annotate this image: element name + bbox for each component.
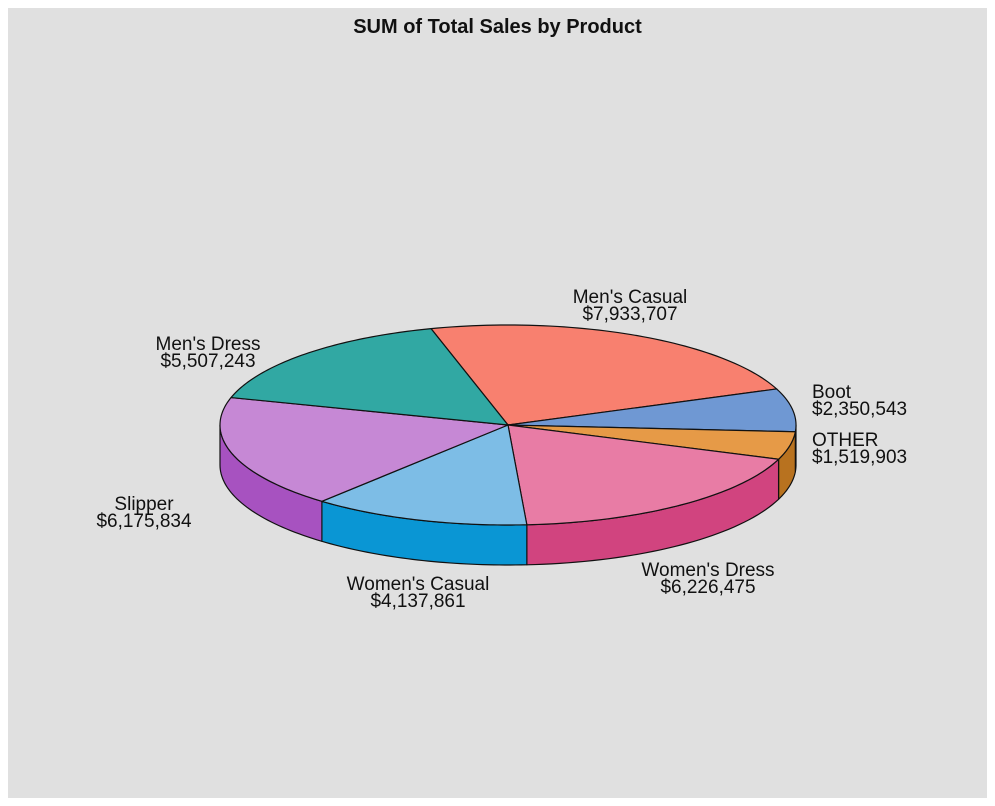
slice-label-women-s-dress: Women's Dress — [641, 560, 774, 581]
slice-label-men-s-casual: Men's Casual — [573, 287, 688, 308]
slice-value-slipper: $6,175,834 — [96, 511, 192, 532]
slice-value-other: $1,519,903 — [812, 447, 907, 468]
slice-label-women-s-casual: Women's Casual — [347, 574, 490, 595]
slice-label-other: OTHER — [812, 430, 879, 451]
slice-value-men-s-casual: $7,933,707 — [582, 304, 677, 325]
chart-title: SUM of Total Sales by Product — [353, 16, 642, 38]
pie-slice-women-s-casual — [321, 424, 528, 526]
pie-slice-women-s-dress — [507, 424, 780, 526]
pie-top-layer — [219, 324, 797, 526]
slice-value-women-s-dress: $6,226,475 — [660, 577, 755, 598]
pie-slice-boot — [507, 388, 797, 433]
slice-label-boot: Boot — [812, 382, 852, 403]
pie-label-layer: Men's Casual$7,933,707 Boot$2,350,543 OTHE… — [96, 287, 907, 612]
slice-label-men-s-dress: Men's Dress — [156, 334, 261, 355]
slice-label-slipper: Slipper — [114, 494, 174, 515]
pie-slice-slipper — [219, 396, 509, 502]
slice-value-boot: $2,350,543 — [812, 399, 907, 420]
slice-value-men-s-dress: $5,507,243 — [160, 351, 255, 372]
slice-value-women-s-casual: $4,137,861 — [370, 591, 465, 612]
pie-slice-men-s-dress — [230, 328, 509, 426]
